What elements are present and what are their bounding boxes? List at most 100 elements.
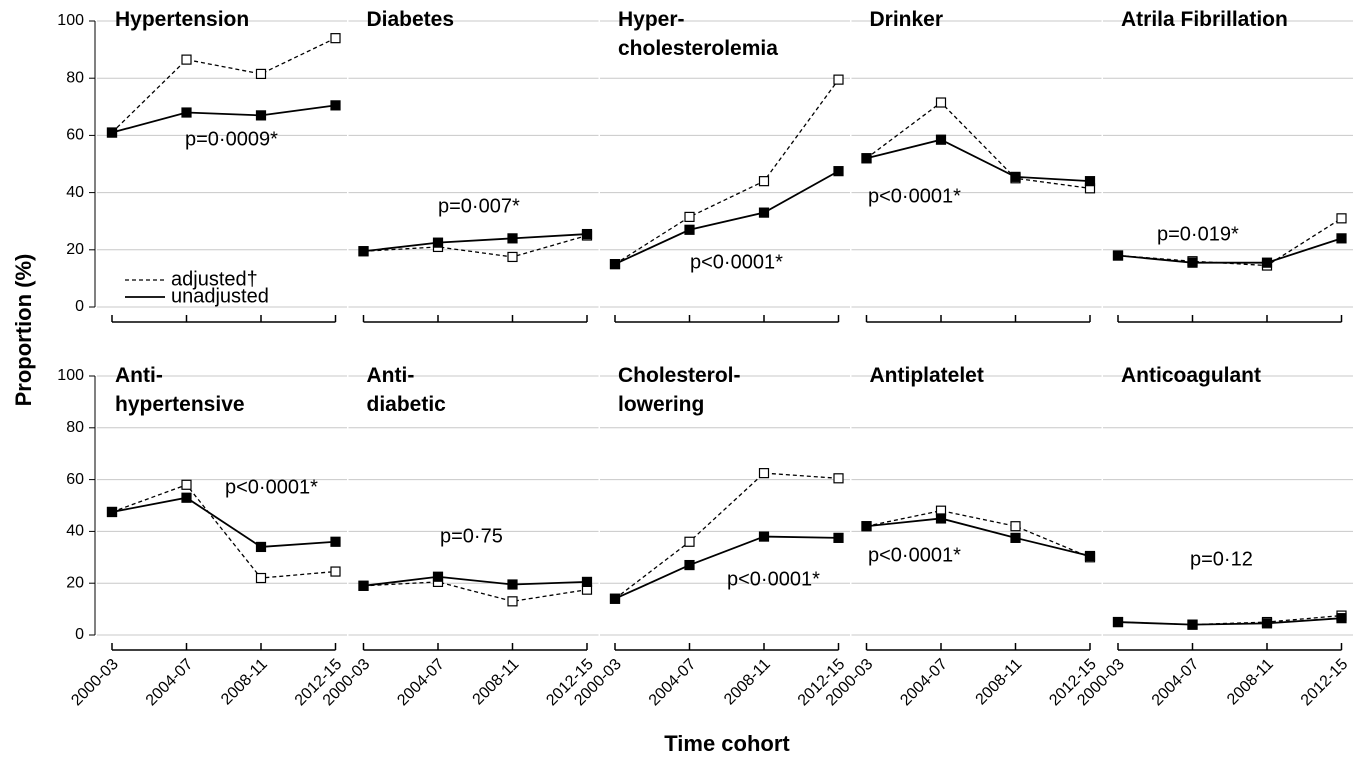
p-value: p=0·019* [1157,223,1239,245]
y-tick-label: 40 [66,523,84,540]
marker [758,531,770,542]
marker [330,566,341,577]
y-axis-label: Proportion (%) [11,254,36,407]
marker [1336,213,1347,224]
series-line [614,472,839,600]
x-tick-label: 2004-07 [646,656,700,710]
marker [358,246,369,257]
marker [758,207,770,218]
marker [1112,616,1124,628]
marker [758,468,770,479]
x-tick-label: 2004-07 [1149,656,1203,710]
panel-title: Cholesterol-lowering [618,364,741,416]
marker [507,579,518,590]
x-tick-label: 2004-07 [897,656,951,710]
marker [330,536,341,547]
marker [181,479,192,490]
marker [833,166,844,177]
marker [106,506,118,518]
panel-title: Hypertension [115,8,249,31]
marker [507,233,518,244]
p-value: p=0·007* [438,195,520,217]
p-value: p<0·0001* [727,568,820,590]
marker [684,559,695,571]
panel-title: Anti-hypertensive [115,364,245,416]
marker [1010,532,1021,543]
p-value: p=0·12 [1190,548,1253,570]
marker [1084,550,1096,562]
panel-title: Atrila Fibrillation [1121,8,1288,31]
marker [432,237,444,248]
series-line [614,170,839,265]
marker [1261,257,1273,268]
marker [1010,171,1021,182]
series-line [866,138,1091,183]
y-tick-label: 60 [66,127,84,144]
marker [330,100,341,111]
marker [684,224,695,235]
marker [609,593,621,604]
series-line [363,581,588,602]
series-line [614,535,839,600]
series-line [111,496,336,548]
panel-title: Anti-diabetic [367,364,447,416]
marker [935,97,947,108]
marker [581,228,593,240]
series-line [614,79,840,265]
y-tick-label: 100 [57,367,84,384]
p-value: p<0·0001* [868,185,961,207]
marker [330,33,341,44]
marker [255,68,267,80]
legend-label: adjusted† [171,268,258,290]
p-value: p=0·0009* [185,128,278,150]
y-tick-label: 100 [57,12,84,29]
panel-title: Diabetes [367,8,455,31]
marker [507,596,518,607]
marker [106,127,118,138]
panel-title: Anticoagulant [1121,364,1261,387]
marker [432,571,444,582]
y-tick-label: 40 [66,184,84,201]
marker [581,576,593,588]
panel-title: Antiplatelet [870,364,984,387]
x-tick-label: 2008-11 [973,656,1026,709]
marker [358,580,369,591]
p-value: p=0·75 [440,525,503,547]
marker [181,107,192,118]
marker [1187,257,1198,268]
series-line [111,104,336,134]
marker [684,211,695,223]
y-tick-label: 80 [66,419,84,436]
x-tick-label: 2000-03 [68,656,122,710]
marker [861,521,872,532]
marker [255,110,267,121]
panel-title: Hyper-cholesterolemia [618,8,778,60]
marker [507,251,518,263]
y-tick-label: 0 [75,626,84,643]
series-line [363,575,588,587]
marker [861,153,872,164]
series-line [363,234,588,258]
legend-label: unadjusted [171,285,269,307]
series-line [363,233,588,253]
y-tick-label: 80 [66,69,84,86]
x-axis-label: Time cohort [664,731,790,756]
marker [1112,250,1124,261]
marker [181,492,192,503]
y-tick-label: 20 [66,574,84,591]
p-value: p<0·0001* [868,544,961,566]
series-line [866,517,1091,557]
marker [1084,176,1096,187]
x-tick-label: 2004-07 [143,656,197,710]
y-tick-label: 20 [66,241,84,258]
series-line [1117,237,1342,264]
marker [833,74,844,85]
series-line [866,510,1091,558]
panel-title: Drinker [870,8,944,31]
series-line [111,37,336,134]
marker [1187,619,1198,630]
marker [833,532,844,543]
marker [255,572,267,584]
x-tick-label: 2008-11 [721,656,774,709]
